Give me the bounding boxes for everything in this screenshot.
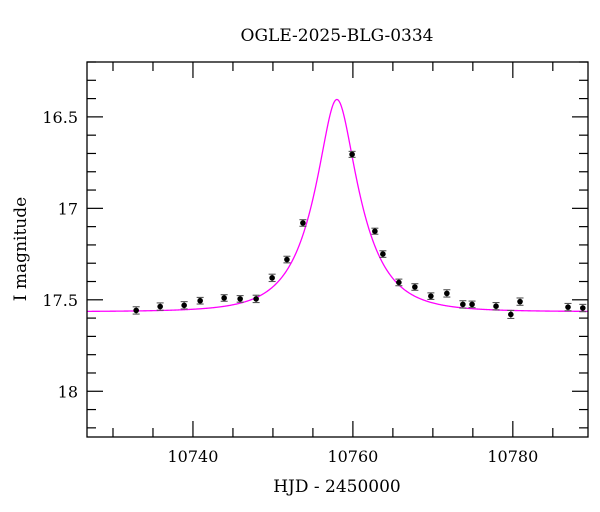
axis-ticks	[87, 61, 588, 437]
data-point	[348, 150, 356, 158]
data-point	[411, 283, 419, 291]
data-point	[220, 294, 228, 302]
data-point	[507, 309, 515, 320]
x-tick-label: 10760	[327, 447, 378, 466]
y-tick-label: 17.5	[42, 291, 78, 310]
data-point	[371, 227, 379, 235]
data-point	[468, 300, 476, 309]
data-points	[132, 150, 587, 320]
y-tick-label: 17	[58, 199, 78, 218]
y-tick-label: 18	[58, 382, 78, 401]
data-point	[299, 219, 307, 227]
model-curve	[87, 98, 588, 313]
y-axis-label: I magnitude	[11, 197, 31, 301]
data-point	[132, 306, 140, 315]
data-point	[516, 297, 524, 306]
data-point	[236, 295, 244, 303]
chart-title: OGLE-2025-BLG-0334	[241, 26, 434, 46]
data-point	[196, 296, 204, 305]
data-point	[156, 302, 164, 311]
data-point	[443, 289, 451, 298]
data-point	[268, 273, 276, 283]
x-tick-label: 10740	[168, 447, 219, 466]
x-axis-label: HJD - 2450000	[273, 477, 401, 497]
data-point	[180, 301, 188, 310]
data-point	[492, 301, 500, 311]
data-point	[579, 303, 587, 313]
x-tick-label: 10780	[487, 447, 538, 466]
axis-tick-labels: 10740 10760 10780 16.5 17 17.5 18	[42, 108, 538, 466]
data-point	[427, 292, 435, 300]
plot-frame	[86, 61, 589, 438]
data-point	[252, 294, 260, 304]
y-tick-label: 16.5	[42, 108, 78, 127]
data-point	[564, 302, 572, 312]
data-point	[283, 255, 291, 264]
data-point	[379, 250, 387, 258]
data-point	[459, 300, 467, 309]
data-point	[395, 278, 403, 287]
